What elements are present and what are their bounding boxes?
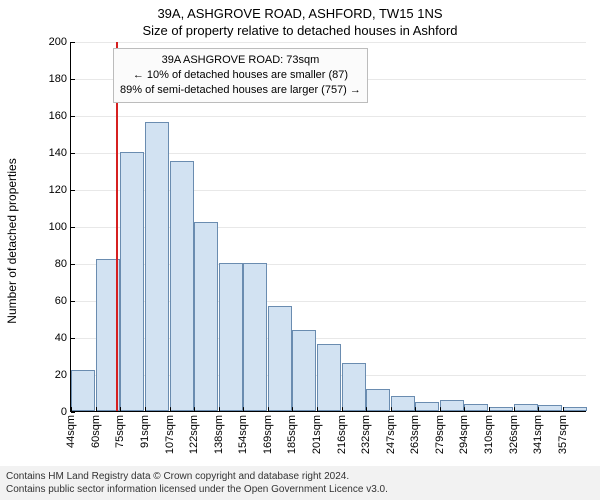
histogram-bar: [120, 152, 144, 411]
x-tick: 310sqm: [483, 411, 495, 454]
histogram-bar: [219, 263, 243, 411]
histogram-bar: [317, 344, 341, 411]
histogram-bar: [415, 402, 439, 411]
histogram-bar: [366, 389, 390, 411]
annotation-box: 39A ASHGROVE ROAD: 73sqm ← 10% of detach…: [113, 48, 368, 103]
x-tick: 216sqm: [336, 411, 348, 454]
x-tick: 279sqm: [434, 411, 446, 454]
histogram-bar: [342, 363, 366, 411]
y-tick: 140: [49, 147, 71, 159]
histogram-bar: [391, 396, 415, 411]
y-tick: 40: [55, 332, 71, 344]
chart-container: Number of detached properties 0204060801…: [38, 42, 586, 440]
x-tick: 232sqm: [360, 411, 372, 454]
histogram-bar: [170, 161, 194, 411]
histogram-bar: [440, 400, 464, 411]
annotation-line: 39A ASHGROVE ROAD: 73sqm: [120, 53, 361, 68]
y-tick: 160: [49, 110, 71, 122]
y-tick: 180: [49, 73, 71, 85]
histogram-bar: [514, 404, 538, 411]
x-tick: 122sqm: [188, 411, 200, 454]
x-tick: 154sqm: [237, 411, 249, 454]
x-tick: 169sqm: [262, 411, 274, 454]
y-tick: 80: [55, 258, 71, 270]
x-tick: 185sqm: [286, 411, 298, 454]
histogram-bar: [464, 404, 488, 411]
histogram-bar: [145, 122, 169, 411]
y-tick: 200: [49, 36, 71, 48]
histogram-bar: [71, 370, 95, 411]
x-tick: 294sqm: [458, 411, 470, 454]
x-tick: 326sqm: [508, 411, 520, 454]
y-tick: 20: [55, 369, 71, 381]
page-title: 39A, ASHGROVE ROAD, ASHFORD, TW15 1NS: [0, 0, 600, 21]
chart-subtitle: Size of property relative to detached ho…: [0, 21, 600, 38]
x-tick: 75sqm: [114, 411, 126, 448]
annotation-line: ← 10% of detached houses are smaller (87…: [120, 68, 361, 83]
histogram-bar: [292, 330, 316, 411]
y-axis-label: Number of detached properties: [5, 158, 19, 323]
histogram-bar: [268, 306, 292, 411]
footer-line: Contains HM Land Registry data © Crown c…: [6, 470, 594, 483]
y-tick: 60: [55, 295, 71, 307]
y-tick: 120: [49, 184, 71, 196]
x-tick: 60sqm: [90, 411, 102, 448]
x-tick: 357sqm: [557, 411, 569, 454]
histogram-bar: [194, 222, 218, 411]
footer-attribution: Contains HM Land Registry data © Crown c…: [0, 466, 600, 500]
histogram-bar: [243, 263, 267, 411]
footer-line: Contains public sector information licen…: [6, 483, 594, 496]
histogram-plot: 02040608010012014016018020044sqm60sqm75s…: [70, 42, 586, 412]
y-tick: 100: [49, 221, 71, 233]
x-tick: 263sqm: [409, 411, 421, 454]
x-tick: 107sqm: [164, 411, 176, 454]
x-tick: 247sqm: [385, 411, 397, 454]
annotation-line: 89% of semi-detached houses are larger (…: [120, 83, 361, 98]
x-tick: 341sqm: [532, 411, 544, 454]
x-tick: 201sqm: [311, 411, 323, 454]
x-tick: 91sqm: [139, 411, 151, 448]
x-tick: 44sqm: [65, 411, 77, 448]
x-tick: 138sqm: [213, 411, 225, 454]
